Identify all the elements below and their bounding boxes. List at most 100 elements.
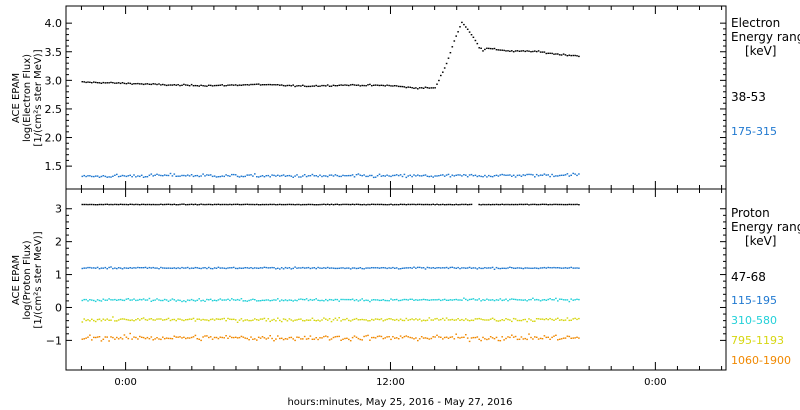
- proton-point-310-580: [269, 300, 271, 302]
- proton-point-47-68: [158, 203, 160, 206]
- proton-point-115-195: [541, 267, 544, 269]
- electron-point-38-53: [426, 87, 429, 89]
- proton-point-310-580: [415, 299, 417, 301]
- electron-series-175-315: [81, 172, 580, 179]
- electron-point-175-315: [518, 174, 521, 176]
- electron-point-175-315: [188, 175, 191, 177]
- proton-point-310-580: [248, 299, 250, 302]
- proton-point-47-68: [459, 203, 461, 206]
- proton-point-795-1193: [217, 318, 220, 320]
- electron-point-175-315: [298, 176, 300, 178]
- electron-point-175-315: [411, 175, 413, 178]
- proton-point-47-68: [173, 203, 176, 205]
- electron-point-175-315: [535, 173, 538, 176]
- proton-point-1060-1900: [298, 336, 300, 339]
- electron-point-175-315: [549, 175, 551, 178]
- proton-point-310-580: [93, 299, 95, 302]
- electron-point-38-53: [428, 87, 431, 89]
- proton-point-795-1193: [140, 318, 143, 320]
- proton-point-795-1193: [476, 318, 479, 320]
- proton-point-115-195: [186, 266, 189, 269]
- electron-point-38-53: [488, 47, 490, 50]
- proton-point-115-195: [516, 267, 519, 269]
- electron-point-38-53: [319, 85, 321, 87]
- proton-point-1060-1900: [323, 335, 325, 338]
- proton-point-795-1193: [121, 318, 124, 320]
- proton-point-795-1193: [380, 318, 383, 320]
- proton-point-47-68: [397, 204, 400, 206]
- proton-point-795-1193: [261, 318, 264, 320]
- electron-point-175-315: [142, 176, 145, 178]
- proton-point-47-68: [367, 203, 369, 206]
- proton-point-115-195: [505, 267, 507, 270]
- proton-point-47-68: [359, 203, 362, 206]
- proton-point-1060-1900: [131, 338, 133, 340]
- proton-point-47-68: [87, 203, 89, 206]
- proton-point-115-195: [330, 267, 333, 269]
- proton-point-47-68: [363, 203, 365, 206]
- proton-point-795-1193: [484, 319, 486, 321]
- proton-point-47-68: [110, 203, 112, 206]
- electron-point-175-315: [532, 174, 534, 176]
- proton-point-310-580: [163, 298, 166, 301]
- proton-point-310-580: [526, 300, 528, 302]
- proton-point-310-580: [254, 299, 256, 301]
- proton-point-795-1193: [365, 319, 367, 321]
- proton-point-1060-1900: [179, 336, 181, 338]
- proton-point-310-580: [449, 299, 452, 301]
- proton-point-47-68: [562, 203, 565, 206]
- proton-point-310-580: [470, 298, 473, 300]
- proton-point-115-195: [231, 267, 233, 269]
- electron-point-38-53: [390, 85, 392, 87]
- proton-point-795-1193: [192, 317, 195, 320]
- electron-point-175-315: [91, 175, 93, 178]
- electron-point-38-53: [466, 28, 469, 30]
- electron-point-38-53: [499, 49, 502, 51]
- electron-point-38-53: [420, 87, 423, 89]
- proton-point-1060-1900: [219, 336, 222, 338]
- proton-point-795-1193: [246, 319, 248, 321]
- proton-point-115-195: [194, 266, 197, 269]
- proton-point-47-68: [438, 204, 440, 206]
- proton-point-1060-1900: [547, 336, 549, 338]
- electron-point-38-53: [265, 84, 268, 86]
- electron-point-38-53: [474, 39, 477, 42]
- proton-point-310-580: [117, 299, 120, 301]
- proton-point-115-195: [302, 266, 304, 269]
- proton-point-47-68: [489, 204, 492, 206]
- proton-point-115-195: [254, 267, 256, 269]
- electron-point-175-315: [401, 175, 404, 178]
- proton-point-47-68: [361, 204, 363, 206]
- proton-point-115-195: [507, 267, 509, 269]
- proton-point-115-195: [480, 267, 482, 270]
- proton-point-1060-1900: [269, 335, 271, 337]
- proton-point-310-580: [349, 299, 352, 301]
- proton-point-115-195: [117, 267, 120, 269]
- proton-point-47-68: [225, 203, 227, 206]
- electron-point-38-53: [371, 85, 373, 87]
- proton-point-795-1193: [557, 317, 559, 319]
- proton-point-47-68: [246, 203, 248, 205]
- electron-point-38-53: [459, 26, 461, 28]
- proton-point-115-195: [553, 266, 555, 269]
- electron-point-175-315: [296, 174, 298, 176]
- proton-point-795-1193: [296, 319, 298, 321]
- proton-point-795-1193: [488, 319, 490, 321]
- proton-point-115-195: [428, 267, 431, 269]
- proton-point-1060-1900: [351, 336, 354, 339]
- proton-point-310-580: [353, 299, 356, 302]
- proton-point-115-195: [482, 267, 484, 270]
- proton-point-310-580: [543, 299, 546, 301]
- electron-point-38-53: [512, 51, 515, 53]
- proton-point-310-580: [286, 299, 289, 302]
- proton-point-115-195: [94, 267, 97, 269]
- electron-point-38-53: [472, 36, 475, 38]
- electron-point-38-53: [549, 52, 551, 54]
- proton-point-115-195: [271, 266, 273, 269]
- proton-point-310-580: [457, 299, 459, 301]
- electron-point-38-53: [355, 84, 358, 86]
- proton-point-47-68: [162, 203, 164, 206]
- proton-point-47-68: [163, 203, 166, 206]
- proton-point-310-580: [302, 298, 304, 301]
- proton-point-795-1193: [340, 320, 342, 322]
